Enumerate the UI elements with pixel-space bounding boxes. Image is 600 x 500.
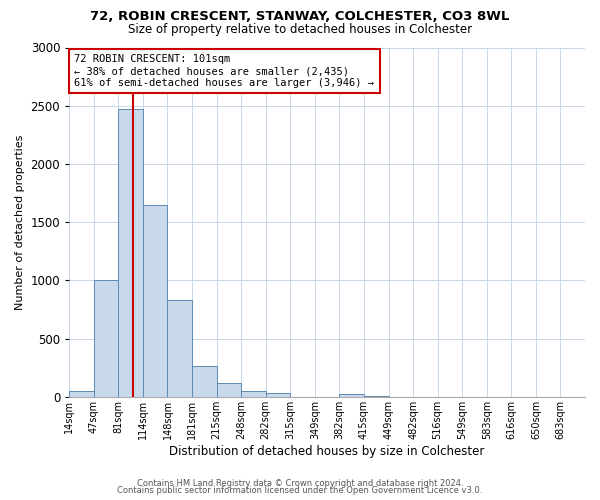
Text: Contains public sector information licensed under the Open Government Licence v3: Contains public sector information licen… — [118, 486, 482, 495]
Bar — [143, 204, 167, 397]
Bar — [167, 300, 192, 397]
Bar — [118, 109, 143, 397]
Text: 72 ROBIN CRESCENT: 101sqm
← 38% of detached houses are smaller (2,435)
61% of se: 72 ROBIN CRESCENT: 101sqm ← 38% of detac… — [74, 54, 374, 88]
Bar — [192, 366, 217, 397]
Bar — [340, 394, 364, 397]
Bar — [94, 280, 118, 397]
Y-axis label: Number of detached properties: Number of detached properties — [15, 134, 25, 310]
X-axis label: Distribution of detached houses by size in Colchester: Distribution of detached houses by size … — [169, 444, 485, 458]
Bar — [241, 391, 266, 397]
Text: 72, ROBIN CRESCENT, STANWAY, COLCHESTER, CO3 8WL: 72, ROBIN CRESCENT, STANWAY, COLCHESTER,… — [91, 10, 509, 23]
Bar — [266, 392, 290, 397]
Text: Size of property relative to detached houses in Colchester: Size of property relative to detached ho… — [128, 22, 472, 36]
Bar — [217, 383, 241, 397]
Bar — [364, 396, 389, 397]
Text: Contains HM Land Registry data © Crown copyright and database right 2024.: Contains HM Land Registry data © Crown c… — [137, 478, 463, 488]
Bar — [69, 391, 94, 397]
